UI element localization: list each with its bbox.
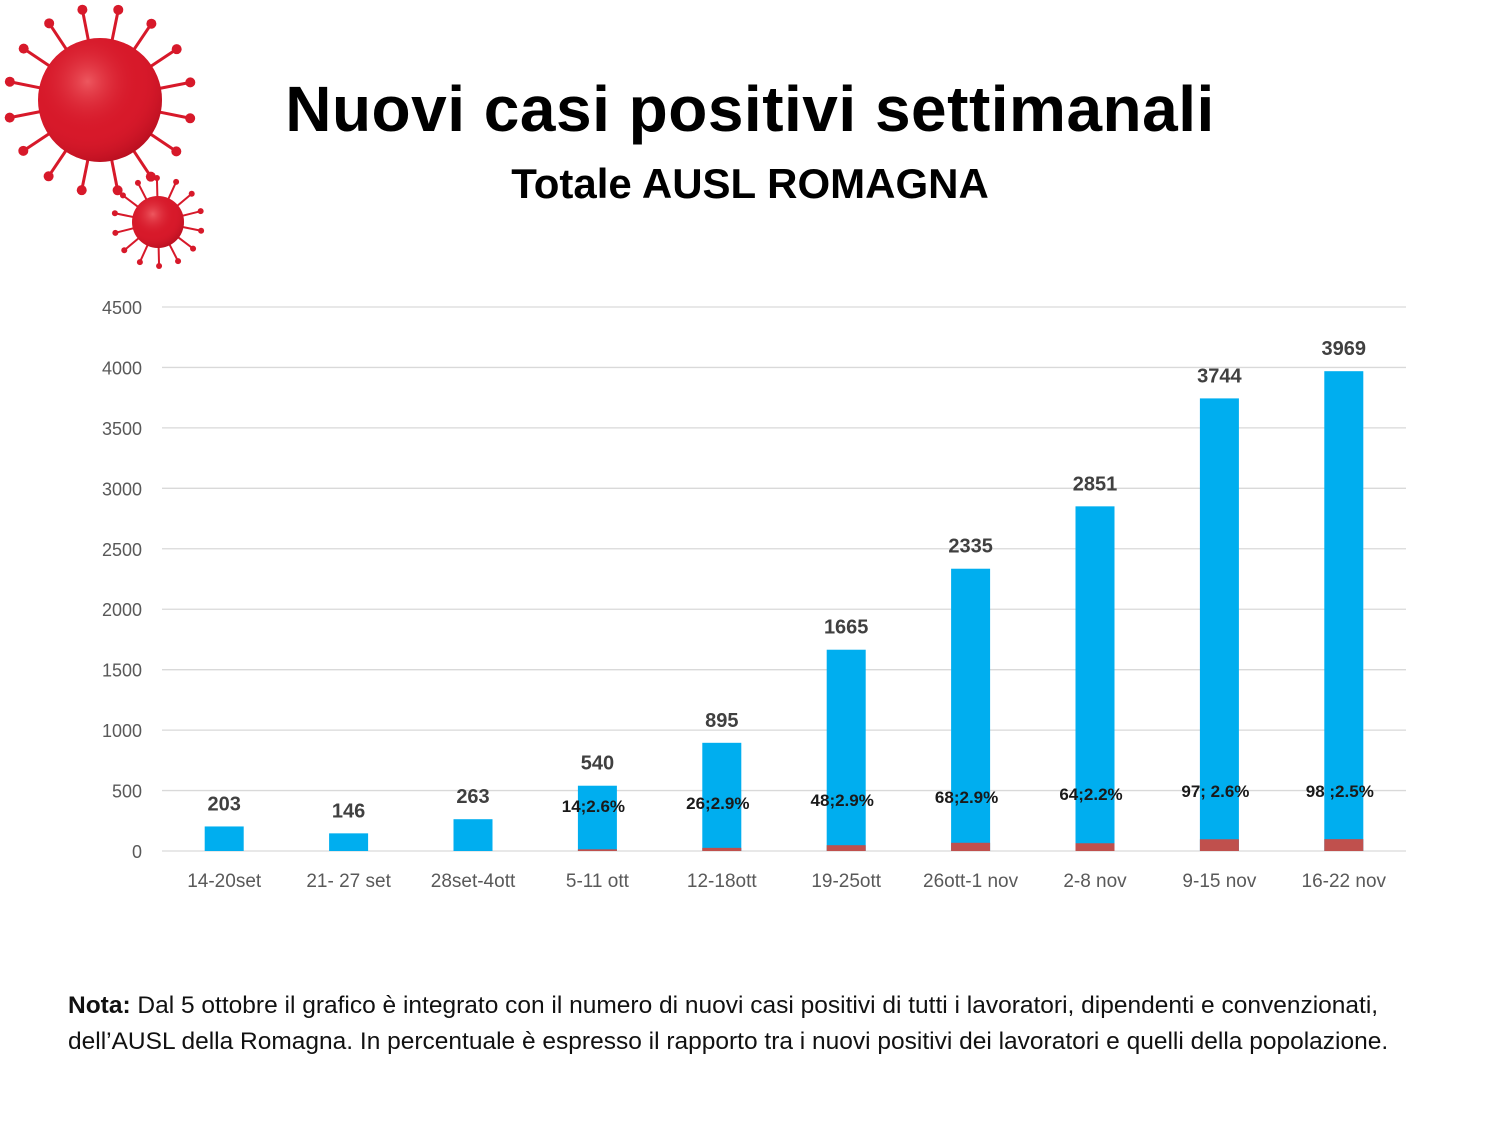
bar-value-label: 263 (456, 786, 489, 808)
chart-title: Nuovi casi positivi settimanali (285, 73, 1215, 145)
bar-population (453, 819, 493, 851)
bar-workers (577, 849, 617, 851)
bar-value-label: 2335 (948, 536, 993, 558)
grid-lines (162, 306, 1406, 852)
virus-small-icon (111, 175, 205, 269)
y-tick-label: 500 (112, 782, 142, 802)
bar-value-label: 3744 (1197, 365, 1242, 387)
bar-population (951, 568, 991, 851)
y-tick-label: 1500 (102, 661, 142, 681)
bar-population (1199, 398, 1239, 851)
bar-population (1324, 371, 1364, 851)
bar-population (702, 742, 742, 851)
bars (204, 371, 1364, 851)
y-tick-label: 1000 (102, 721, 142, 741)
bar-value-label: 895 (705, 710, 738, 732)
footnote: Nota: Dal 5 ottobre il grafico è integra… (68, 988, 1428, 1060)
worker-label: 64;2.2% (1059, 785, 1122, 804)
chart-subtitle: Totale AUSL ROMAGNA (511, 160, 989, 207)
x-tick-label: 16-22 nov (1302, 871, 1387, 892)
bar-population (329, 833, 369, 851)
x-tick-label: 2-8 nov (1063, 871, 1127, 892)
data-labels: 203 146 263 540 14;2.6% 895 26;2.9% 1665 48;2.9%… (208, 338, 1374, 822)
bar-workers (951, 842, 991, 851)
x-axis-ticks: 14-20set 21- 27 set 28set-4ott 5-11 ott 12-1… (187, 871, 1386, 892)
y-axis-ticks: 0 500 1000 1500 2000 2500 3000 3500 4000 4500 (102, 298, 142, 862)
bar-workers (1075, 843, 1115, 851)
worker-label: 26;2.9% (686, 794, 749, 813)
y-tick-label: 4500 (102, 298, 142, 318)
bar-value-label: 203 (208, 793, 241, 815)
bar-population (204, 826, 244, 851)
note-text: Dal 5 ottobre il grafico è integrato con… (68, 992, 1389, 1055)
bar-value-label: 3969 (1322, 338, 1367, 360)
y-tick-label: 2000 (102, 600, 142, 620)
bar-workers (1324, 839, 1364, 851)
worker-label: 97; 2.6% (1181, 782, 1249, 801)
y-tick-label: 2500 (102, 540, 142, 560)
bar-population (577, 785, 617, 851)
x-tick-label: 12-18ott (687, 871, 757, 892)
x-tick-label: 14-20set (187, 871, 262, 892)
y-tick-label: 4000 (102, 358, 142, 378)
bar-workers (826, 845, 866, 851)
bar-chart: 0 500 1000 1500 2000 2500 3000 3500 4000 4500 203… (102, 298, 1406, 892)
x-tick-label: 5-11 ott (566, 871, 630, 892)
bar-value-label: 146 (332, 800, 365, 822)
worker-label: 48;2.9% (811, 791, 874, 810)
y-tick-label: 3000 (102, 479, 142, 499)
x-tick-label: 28set-4ott (431, 871, 516, 892)
x-tick-label: 19-25ott (811, 871, 881, 892)
x-tick-label: 26ott-1 nov (923, 871, 1019, 892)
note-label: Nota: (68, 992, 131, 1019)
bar-population (826, 649, 866, 851)
y-tick-label: 0 (132, 842, 142, 862)
bar-value-label: 540 (581, 753, 614, 775)
virus-illustration (4, 4, 205, 269)
worker-label: 68;2.9% (935, 788, 998, 807)
bar-value-label: 1665 (824, 617, 869, 639)
worker-label: 14;2.6% (562, 797, 625, 816)
bar-workers (702, 847, 742, 851)
bar-value-label: 2851 (1073, 473, 1118, 495)
worker-label: 98 ;2.5% (1306, 782, 1374, 801)
x-tick-label: 21- 27 set (306, 871, 391, 892)
bar-workers (1199, 839, 1239, 851)
y-tick-label: 3500 (102, 419, 142, 439)
virus-large-icon (4, 4, 196, 196)
bar-population (1075, 506, 1115, 851)
x-tick-label: 9-15 nov (1182, 871, 1256, 892)
